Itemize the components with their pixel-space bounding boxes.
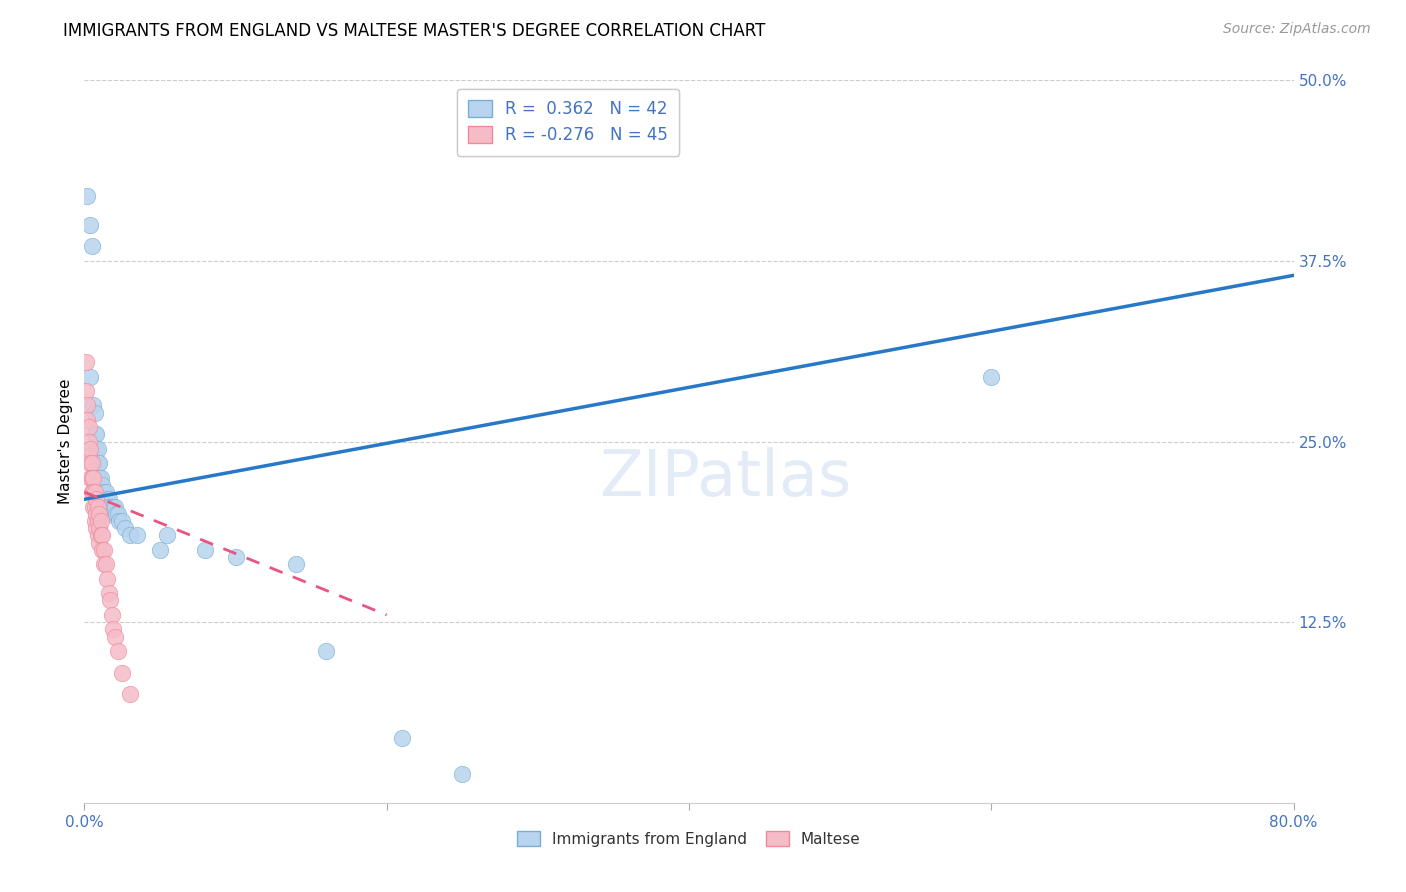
Point xyxy=(84,485,107,500)
Point xyxy=(91,478,114,492)
Point xyxy=(980,369,1002,384)
Point xyxy=(111,514,134,528)
Point xyxy=(98,500,121,514)
Point xyxy=(108,514,131,528)
Point xyxy=(90,470,112,484)
Point xyxy=(80,239,103,253)
Point xyxy=(82,500,104,514)
Point xyxy=(149,542,172,557)
Point xyxy=(80,485,103,500)
Point xyxy=(89,456,111,470)
Point xyxy=(84,514,107,528)
Point xyxy=(96,500,118,514)
Point xyxy=(101,623,124,637)
Point xyxy=(76,413,98,427)
Point xyxy=(87,500,110,514)
Point xyxy=(79,218,101,232)
Point xyxy=(79,369,101,384)
Point xyxy=(84,427,107,442)
Point xyxy=(127,528,149,542)
Point xyxy=(77,449,100,463)
Point xyxy=(75,384,97,398)
Point xyxy=(87,528,110,542)
Point xyxy=(86,442,108,456)
Legend: Immigrants from England, Maltese: Immigrants from England, Maltese xyxy=(512,825,866,853)
Point xyxy=(107,644,129,658)
Point xyxy=(89,535,111,549)
Point xyxy=(79,470,101,484)
Text: Source: ZipAtlas.com: Source: ZipAtlas.com xyxy=(1223,22,1371,37)
Point xyxy=(90,528,112,542)
Point xyxy=(89,521,111,535)
Point xyxy=(285,558,308,572)
Point xyxy=(94,558,117,572)
Point xyxy=(118,528,141,542)
Point xyxy=(84,500,107,514)
Point xyxy=(101,500,124,514)
Point xyxy=(107,507,129,521)
Point xyxy=(93,542,115,557)
Point xyxy=(315,644,337,658)
Point xyxy=(98,593,121,607)
Point xyxy=(90,514,112,528)
Point xyxy=(94,485,117,500)
Point xyxy=(90,485,112,500)
Point xyxy=(76,398,98,412)
Point xyxy=(79,456,101,470)
Point xyxy=(77,434,100,449)
Point xyxy=(97,500,120,514)
Point xyxy=(76,189,98,203)
Point xyxy=(91,542,114,557)
Point xyxy=(84,406,107,420)
Point xyxy=(89,470,111,484)
Point xyxy=(225,550,247,565)
Point xyxy=(96,492,118,507)
Point xyxy=(111,665,134,680)
Point xyxy=(86,507,108,521)
Point xyxy=(451,767,474,781)
Point xyxy=(118,687,141,701)
Text: IMMIGRANTS FROM ENGLAND VS MALTESE MASTER'S DEGREE CORRELATION CHART: IMMIGRANTS FROM ENGLAND VS MALTESE MASTE… xyxy=(63,22,766,40)
Point xyxy=(97,586,120,600)
Point xyxy=(114,521,136,535)
Point xyxy=(75,355,97,369)
Point xyxy=(77,420,100,434)
Text: ZIPatlas: ZIPatlas xyxy=(599,447,852,508)
Point xyxy=(104,630,127,644)
Point xyxy=(87,456,110,470)
Point xyxy=(391,731,413,745)
Point xyxy=(104,500,127,514)
Point xyxy=(82,485,104,500)
Point xyxy=(87,514,110,528)
Point xyxy=(91,528,114,542)
Point xyxy=(82,398,104,412)
Point xyxy=(105,507,128,521)
Point xyxy=(79,442,101,456)
Point xyxy=(89,507,111,521)
Point xyxy=(93,558,115,572)
Point xyxy=(194,542,217,557)
Point xyxy=(82,470,104,484)
Point xyxy=(100,607,122,622)
Point xyxy=(86,521,108,535)
Point xyxy=(96,572,118,586)
Point xyxy=(156,528,179,542)
Point xyxy=(87,442,110,456)
Point xyxy=(86,492,108,507)
Point xyxy=(80,470,103,484)
Y-axis label: Master's Degree: Master's Degree xyxy=(58,379,73,504)
Point xyxy=(100,507,122,521)
Point xyxy=(93,485,115,500)
Point xyxy=(97,492,120,507)
Point xyxy=(82,485,104,500)
Point xyxy=(80,456,103,470)
Point xyxy=(86,427,108,442)
